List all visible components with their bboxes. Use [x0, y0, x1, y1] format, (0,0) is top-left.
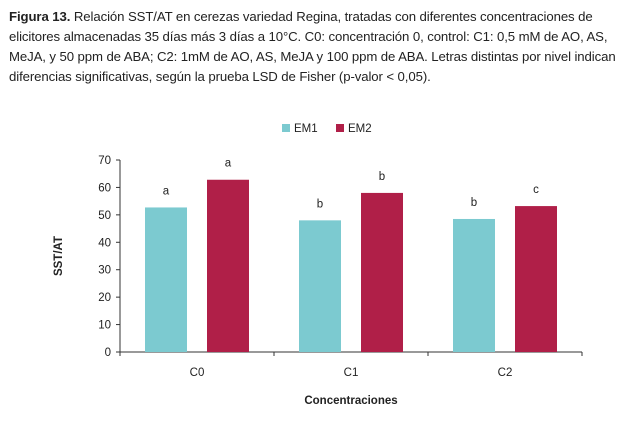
y-tick-label: 0: [105, 347, 111, 359]
y-tick-label: 50: [98, 210, 111, 222]
significance-letter: b: [379, 171, 385, 183]
chart-labels: 0 10 20 30 40 50 60 70 C0 a a C1 b b C2 b c Concentracion…: [53, 155, 539, 407]
bar-em1-c1: [299, 220, 341, 352]
x-tick-label: C1: [344, 367, 359, 379]
caption-text: Relación SST/AT en cerezas variedad Regi…: [9, 9, 616, 84]
y-tick-label: 10: [98, 320, 111, 332]
bar-em1-c0: [145, 207, 187, 352]
significance-letter: a: [163, 185, 170, 197]
y-tick-label: 70: [98, 155, 111, 167]
legend-label-em2: EM2: [348, 123, 372, 135]
x-axis-title: Concentraciones: [304, 395, 397, 407]
legend-swatch-em1: [282, 124, 290, 132]
caption-label: Figura 13.: [9, 9, 71, 24]
y-tick-label: 20: [98, 292, 111, 304]
y-axis-title: SST/AT: [53, 236, 65, 276]
significance-letter: c: [533, 184, 539, 196]
y-tick-label: 30: [98, 265, 111, 277]
x-tick-label: C2: [498, 367, 513, 379]
legend-swatch-em2: [336, 124, 344, 132]
bar-em2-c2: [515, 206, 557, 352]
chart-axes: [116, 159, 583, 356]
figure-caption: Figura 13. Relación SST/AT en cerezas va…: [9, 7, 631, 87]
significance-letter: b: [471, 197, 477, 209]
legend-label-em1: EM1: [294, 123, 318, 135]
bar-em2-c1: [361, 192, 403, 352]
significance-letter: a: [225, 158, 232, 170]
y-tick-label: 60: [98, 182, 111, 194]
bar-em2-c0: [207, 179, 249, 352]
significance-letter: b: [317, 198, 323, 210]
y-tick-label: 40: [98, 237, 111, 249]
chart-legend: EM1 EM2: [282, 123, 372, 135]
chart-bars: [145, 179, 557, 352]
x-tick-label: C0: [190, 367, 205, 379]
bar-em1-c2: [453, 218, 495, 352]
